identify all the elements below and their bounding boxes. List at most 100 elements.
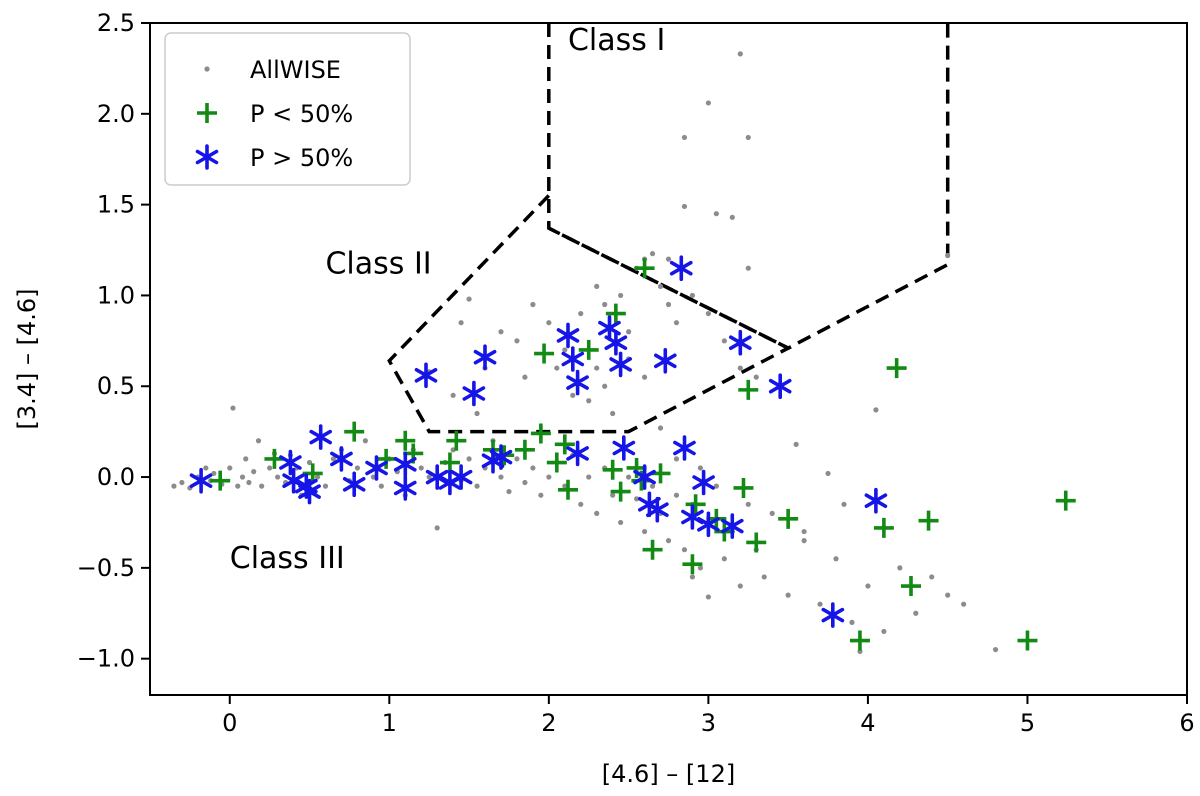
x-axis-title: [4.6] – [12] <box>602 760 735 788</box>
legend-marker-p-below-50 <box>197 103 217 123</box>
point-allwise <box>681 203 688 210</box>
point-allwise <box>833 556 839 562</box>
point-p-50 <box>864 487 888 514</box>
point-allwise <box>506 488 512 495</box>
point-p-50 <box>514 439 535 460</box>
point-allwise <box>641 528 648 535</box>
point-allwise <box>665 256 672 262</box>
point-allwise <box>657 425 664 431</box>
point-allwise <box>458 320 464 326</box>
point-allwise <box>929 574 935 580</box>
point-allwise <box>594 510 600 516</box>
x-tick-label: 2 <box>541 709 556 737</box>
point-allwise <box>239 474 246 480</box>
point-allwise <box>243 456 249 462</box>
point-p-50 <box>733 477 754 498</box>
point-allwise <box>418 465 424 471</box>
point-allwise <box>230 405 236 411</box>
point-allwise <box>697 465 704 471</box>
point-allwise <box>538 492 544 498</box>
region-boundary-class-ii <box>387 194 793 434</box>
point-p-50 <box>721 513 744 539</box>
point-p-50 <box>425 464 449 490</box>
point-allwise <box>586 474 592 480</box>
point-allwise <box>586 398 592 404</box>
point-allwise <box>570 392 576 398</box>
point-allwise <box>594 283 600 289</box>
point-allwise <box>450 392 456 398</box>
y-tick-label: 1.5 <box>97 191 135 219</box>
point-p-50 <box>633 464 656 490</box>
y-tick-label: 1.0 <box>97 281 135 309</box>
point-p-50 <box>561 346 585 372</box>
region-boundary-class-i <box>547 23 950 351</box>
point-allwise <box>514 456 520 462</box>
point-p-50 <box>738 379 759 400</box>
point-allwise <box>626 329 632 335</box>
point-p-50 <box>681 504 704 530</box>
point-p-50 <box>729 329 752 356</box>
point-p-50 <box>918 510 939 531</box>
point-p-50 <box>886 358 907 379</box>
point-allwise <box>330 456 337 462</box>
point-allwise <box>817 601 823 607</box>
x-tick-label: 0 <box>222 709 237 737</box>
y-tick-label: 2.5 <box>97 9 135 37</box>
point-allwise <box>713 211 719 217</box>
point-p-50 <box>602 459 623 480</box>
point-p-50 <box>556 322 580 349</box>
point-p-50 <box>365 455 388 481</box>
point-allwise <box>275 474 281 480</box>
legend-box <box>164 32 411 186</box>
point-p-50 <box>1055 490 1076 511</box>
point-p-50 <box>849 630 870 651</box>
point-allwise <box>227 465 233 471</box>
point-p-50 <box>692 469 715 496</box>
point-p-50 <box>530 423 551 444</box>
point-allwise <box>602 383 608 389</box>
point-p-50 <box>578 339 599 360</box>
y-tick-label: 0.0 <box>97 463 135 491</box>
point-p-50 <box>309 424 332 450</box>
point-p-50 <box>821 602 845 628</box>
point-allwise <box>578 501 584 507</box>
point-p-50 <box>900 576 921 597</box>
point-allwise <box>530 465 536 471</box>
point-allwise <box>514 338 520 344</box>
point-p-50 <box>873 517 894 538</box>
point-p-50 <box>189 467 213 494</box>
point-p-50 <box>778 508 799 529</box>
point-allwise <box>626 474 632 480</box>
point-allwise <box>673 492 680 498</box>
point-allwise <box>681 547 688 553</box>
point-p-50 <box>746 532 767 553</box>
point-allwise <box>721 338 727 344</box>
point-allwise <box>849 619 855 625</box>
point-allwise <box>745 134 751 141</box>
point-allwise <box>665 538 672 544</box>
y-tick-label: −1.0 <box>77 645 135 673</box>
x-tick-label: 3 <box>701 709 716 737</box>
point-allwise <box>474 483 480 489</box>
point-allwise <box>713 483 719 489</box>
point-p-50 <box>604 329 628 356</box>
point-p-50 <box>646 496 669 523</box>
point-p-50 <box>462 380 486 407</box>
point-allwise <box>737 51 743 57</box>
point-p-50 <box>654 348 677 374</box>
point-allwise <box>865 583 871 589</box>
x-tick-label: 5 <box>1020 709 1035 737</box>
point-p-50 <box>446 430 467 451</box>
point-p-50 <box>342 471 366 498</box>
point-allwise <box>251 469 257 475</box>
legend-marker-p-above-50 <box>195 144 219 170</box>
point-p-50 <box>393 451 417 478</box>
point-allwise <box>873 407 879 413</box>
legend-marker-allwise <box>204 66 210 72</box>
y-tick-label: −0.5 <box>77 554 135 582</box>
point-allwise <box>689 292 696 299</box>
point-allwise <box>322 483 329 489</box>
point-allwise <box>466 296 472 302</box>
point-allwise <box>267 465 273 471</box>
point-allwise <box>578 310 584 317</box>
